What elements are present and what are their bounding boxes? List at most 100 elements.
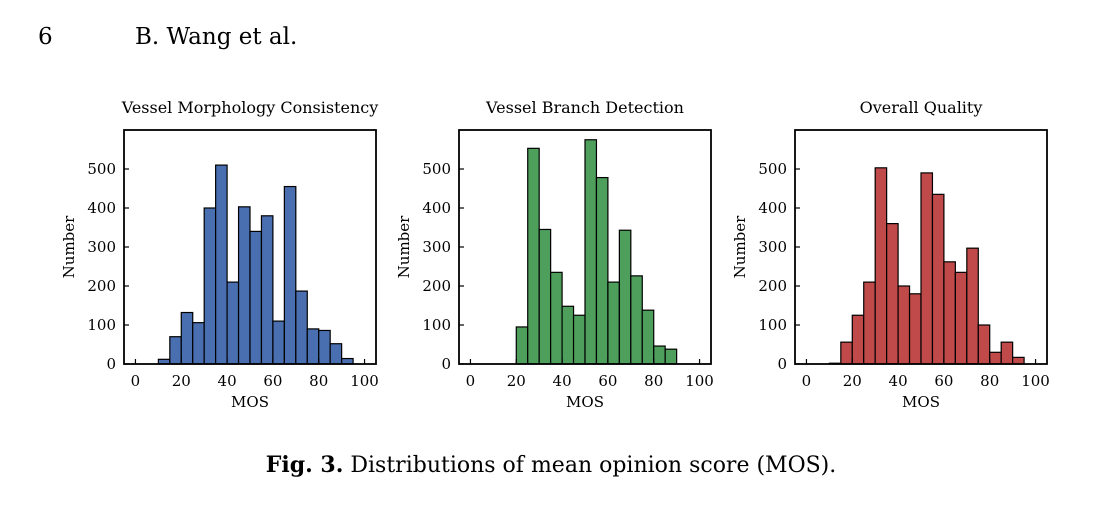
- histogram-bar: [863, 281, 876, 365]
- chart-title: Overall Quality: [860, 98, 983, 117]
- x-tick-label: 20: [172, 372, 191, 390]
- x-tick-label: 100: [1021, 372, 1050, 390]
- histogram-bar: [966, 247, 979, 365]
- y-tick-label: 400: [422, 199, 451, 217]
- y-tick-label: 400: [758, 199, 787, 217]
- x-tick-label: 0: [131, 372, 141, 390]
- histogram-bar: [215, 164, 228, 365]
- histogram-bar: [249, 230, 263, 365]
- y-axis-label: Number: [60, 215, 78, 278]
- y-tick-label: 0: [106, 355, 116, 373]
- y-tick-label: 500: [87, 160, 116, 178]
- chart-title: Vessel Branch Detection: [485, 98, 684, 117]
- x-tick-label: 60: [598, 372, 617, 390]
- y-tick-label: 300: [87, 238, 116, 256]
- x-tick-label: 80: [644, 372, 663, 390]
- histogram-bar: [1000, 341, 1014, 365]
- caption-text: Distributions of mean opinion score (MOS…: [350, 453, 837, 478]
- histogram-bar: [260, 215, 274, 365]
- y-tick-label: 500: [422, 160, 451, 178]
- histogram-bar: [283, 185, 297, 365]
- x-tick-label: 0: [466, 372, 476, 390]
- histogram-panel-2: 0 20 40 60 80 100 0 100 200 300 400 500 Vessel Branc…: [395, 98, 714, 411]
- histogram-bar: [886, 223, 899, 365]
- y-axis-label: Number: [395, 215, 413, 278]
- histogram-bar: [630, 275, 643, 365]
- histogram-bar: [203, 207, 217, 365]
- histogram-bar: [943, 261, 956, 365]
- x-axis-label: MOS: [566, 393, 604, 411]
- histogram-bar: [595, 176, 609, 365]
- histogram-bar: [272, 320, 285, 365]
- y-tick-label: 400: [87, 199, 116, 217]
- histogram-bar: [664, 348, 678, 365]
- histogram-panel-3: 0 20 40 60 80 100 0 100 200 300 400 500 Overall Qual…: [731, 98, 1050, 411]
- histogram-panel-1: 0 20 40 60 80 100 0 100 200 300 400 500 Vessel Morph…: [60, 98, 379, 411]
- chart-title: Vessel Morphology Consistency: [121, 98, 379, 117]
- y-tick-label: 500: [758, 160, 787, 178]
- y-tick-label: 200: [758, 277, 787, 295]
- histogram-bar: [989, 351, 1002, 365]
- y-axis-label: Number: [731, 215, 749, 278]
- x-tick-label: 100: [350, 372, 379, 390]
- x-tick-label: 20: [843, 372, 862, 390]
- histogram-bar: [237, 206, 251, 365]
- histogram-bar: [584, 139, 598, 365]
- y-tick-label: 300: [758, 238, 787, 256]
- histogram-bar: [920, 172, 934, 365]
- histogram-bar: [851, 314, 865, 365]
- x-tick-label: 20: [507, 372, 526, 390]
- histogram-bar: [295, 290, 308, 365]
- histogram-bar: [306, 328, 320, 365]
- histogram-bar: [840, 341, 853, 365]
- x-tick-label: 80: [309, 372, 328, 390]
- y-tick-label: 100: [758, 316, 787, 334]
- y-tick-label: 200: [87, 277, 116, 295]
- histogram-bar: [641, 309, 655, 365]
- histogram-bar: [897, 285, 911, 365]
- running-head: B. Wang et al.: [135, 24, 298, 50]
- x-tick-label: 0: [802, 372, 812, 390]
- histogram-bar: [1012, 356, 1025, 365]
- histogram-bar: [550, 271, 563, 365]
- figure-caption: Fig. 3. Distributions of mean opinion sc…: [0, 452, 1102, 478]
- x-tick-label: 60: [934, 372, 953, 390]
- histogram-bar: [931, 193, 945, 365]
- histogram-bar: [874, 167, 888, 365]
- histogram-bar: [977, 324, 991, 365]
- histogram-bar: [318, 329, 331, 365]
- x-tick-label: 40: [889, 372, 908, 390]
- histogram-bar: [653, 345, 666, 365]
- y-tick-label: 100: [422, 316, 451, 334]
- y-tick-label: 0: [441, 355, 451, 373]
- histogram-bar: [329, 343, 343, 365]
- x-tick-label: 100: [685, 372, 714, 390]
- histogram-bar: [908, 293, 922, 365]
- histogram-bar: [192, 322, 205, 365]
- x-tick-label: 40: [553, 372, 572, 390]
- y-tick-label: 100: [87, 316, 116, 334]
- page-number: 6: [38, 24, 53, 50]
- histogram-bar: [180, 311, 194, 365]
- histogram-bar: [538, 228, 552, 365]
- histogram-bar: [954, 271, 968, 365]
- y-tick-label: 0: [777, 355, 787, 373]
- y-tick-label: 300: [422, 238, 451, 256]
- histogram-bar: [527, 147, 540, 365]
- histogram-bar: [618, 229, 632, 365]
- histogram-bar: [561, 305, 575, 365]
- histogram-bar: [169, 336, 182, 365]
- figure: 0 20 40 60 80 100 0 100 200 300 400 500 Vessel Morph…: [0, 88, 1102, 428]
- histogram-bar: [226, 281, 240, 365]
- x-tick-label: 80: [980, 372, 999, 390]
- histogram-bar: [515, 326, 529, 365]
- histogram-bar: [572, 314, 586, 365]
- x-tick-label: 40: [218, 372, 237, 390]
- caption-label: Fig. 3.: [265, 452, 344, 478]
- y-tick-label: 200: [422, 277, 451, 295]
- x-tick-label: 60: [263, 372, 282, 390]
- x-axis-label: MOS: [902, 393, 940, 411]
- histogram-bar: [607, 281, 620, 365]
- x-axis-label: MOS: [231, 393, 269, 411]
